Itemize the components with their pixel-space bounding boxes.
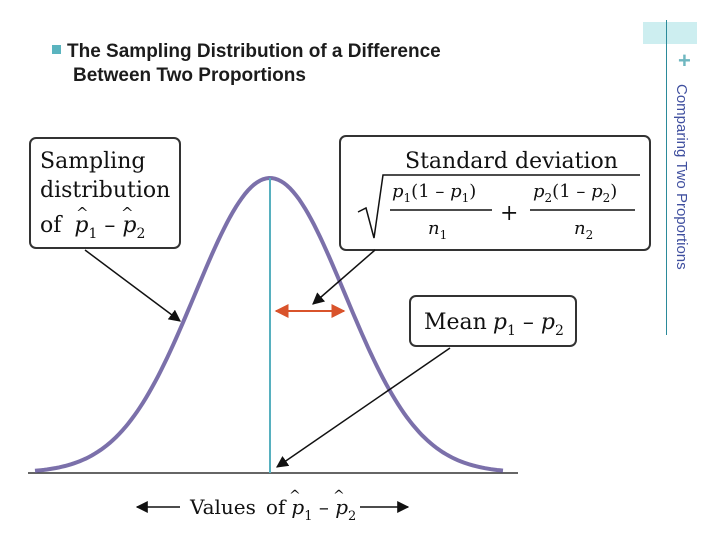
mean-box: [409, 295, 577, 347]
sampling-box: [29, 137, 181, 249]
pointer-mean: [276, 347, 451, 468]
svg-text:^: ^: [76, 204, 89, 222]
sampling-line2: distribution: [40, 178, 170, 203]
mean-text: Mean p1 – p2: [424, 310, 564, 339]
pointer-sampling: [84, 249, 181, 322]
corner-accent-box: [643, 22, 697, 44]
svg-text:^: ^: [289, 488, 301, 504]
slide-title: The Sampling Distribution of a Differenc…: [52, 40, 441, 88]
sd-numerator-2: p2(1 – p2): [533, 181, 617, 205]
sampling-line1: Sampling: [40, 149, 145, 174]
sd-box: [339, 135, 651, 251]
sqrt-symbol: [357, 174, 640, 239]
plus-sign: +: [500, 201, 518, 226]
title-line-1: The Sampling Distribution of a Differenc…: [67, 41, 441, 62]
title-line-2: Between Two Proportions: [73, 65, 306, 86]
axis-label: Values of p1 – p2: [189, 495, 356, 524]
svg-text:^: ^: [121, 204, 134, 222]
sampling-line3: of p1 – p2: [40, 213, 145, 242]
bullet-icon: [52, 45, 61, 55]
sd-label: Standard deviation: [405, 149, 618, 174]
plus-icon: +: [678, 48, 691, 73]
sd-numerator-1: p1(1 – p1): [392, 181, 476, 205]
svg-text:^: ^: [333, 488, 345, 504]
pointer-sd: [312, 249, 376, 305]
side-divider: [666, 20, 667, 335]
